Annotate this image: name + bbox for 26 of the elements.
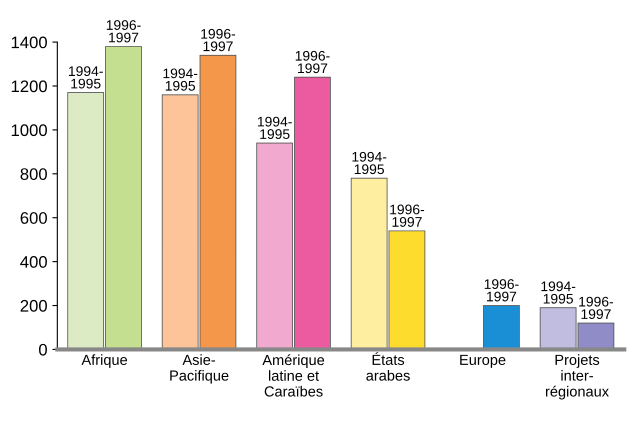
y-tick-label: 0 (38, 344, 47, 356)
text: 1996- 1997 (579, 296, 614, 320)
y-tick-label: 800 (20, 168, 47, 180)
x-tick-label: Europe (460, 354, 506, 368)
y-tick-label: 200 (20, 300, 47, 312)
y-tick-label: 600 (20, 212, 47, 224)
y-tick-label: 400 (20, 256, 47, 268)
text: 1994- 1995 (258, 116, 292, 140)
x-tick-label: Amérique latine et Caraïbes (262, 354, 324, 397)
series-label: 1996- 1997 (106, 20, 141, 42)
x-tick-label: Asie- Pacifique (170, 354, 228, 384)
bar (483, 305, 520, 350)
x-tick-label: Afrique (82, 354, 128, 368)
y-tick-label: 1200 (12, 80, 47, 92)
x-tick-label: Projets inter- régionaux (546, 354, 609, 400)
y-tick-label: 1400 (12, 36, 47, 48)
text: 1994- 1995 (163, 68, 198, 91)
text: 1996- 1997 (484, 279, 519, 302)
x-tick-label: États arabes (366, 352, 410, 381)
y-tick-label: 1000 (12, 124, 47, 136)
text: 1996- 1997 (390, 204, 424, 227)
text: 1996- 1997 (201, 28, 236, 52)
text: 1994- 1995 (352, 152, 386, 174)
text: 1996- 1997 (296, 50, 330, 74)
series-label: 1994- 1995 (68, 66, 103, 89)
text: 1994- 1995 (541, 281, 576, 304)
